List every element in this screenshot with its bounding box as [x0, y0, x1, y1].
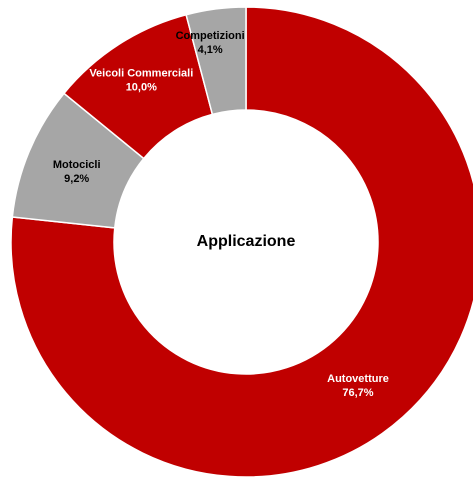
slice-label-competizioni: Competizioni 4,1%	[176, 30, 245, 56]
slice-label-motocicli: Motocicli 9,2%	[53, 159, 101, 185]
chart-center-title: Applicazione	[197, 233, 296, 250]
slice-value-label: 76,7%	[342, 387, 373, 399]
slice-category-label: Competizioni	[176, 30, 245, 42]
slice-category-label: Autovetture	[327, 373, 389, 385]
slice-autovetture	[10, 6, 473, 478]
slice-value-label: 10,0%	[126, 81, 157, 93]
slice-competizioni	[185, 6, 247, 116]
slice-value-label: 9,2%	[64, 173, 89, 185]
slice-label-autovetture: Autovetture 76,7%	[327, 373, 389, 399]
labels-layer: Autovetture 76,7% Motocicli 9,2% Veicoli Com…	[53, 30, 389, 399]
slice-value-label: 4,1%	[198, 44, 223, 56]
slice-label-veicoli-commerciali: Veicoli Commerciali 10,0%	[89, 67, 193, 93]
slice-category-label: Motocicli	[53, 159, 101, 171]
slice-category-label: Veicoli Commerciali	[89, 67, 193, 79]
slices-layer	[10, 6, 473, 478]
